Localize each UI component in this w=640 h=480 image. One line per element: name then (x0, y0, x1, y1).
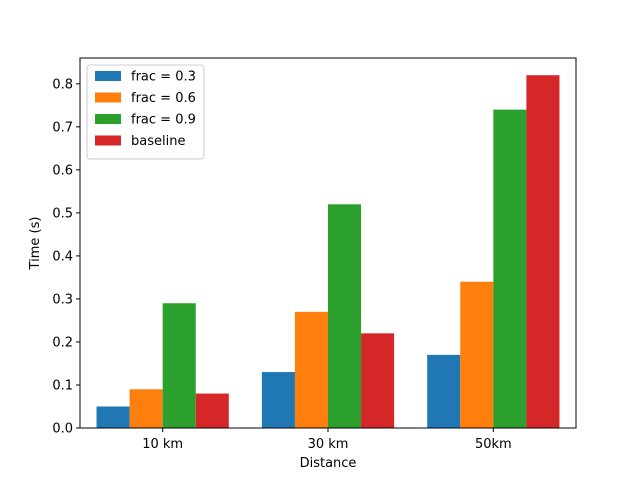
x-tick-label: 50km (475, 437, 512, 452)
bar (195, 393, 229, 428)
bar (328, 204, 362, 428)
y-tick-label: 0.1 (52, 378, 73, 393)
x-tick-label: 30 km (308, 437, 349, 452)
bars-layer (96, 75, 560, 429)
y-tick-label: 0.5 (52, 206, 73, 221)
legend-swatch (95, 71, 121, 81)
legend-label: baseline (131, 134, 185, 149)
legend: frac = 0.3 frac = 0.6 frac = 0.9 baseline (86, 64, 205, 160)
bar (129, 389, 163, 428)
y-tick-label: 0.2 (52, 335, 73, 350)
y-tick-label: 0.7 (52, 120, 73, 135)
x-axis: 10 km 30 km 50km (142, 428, 512, 452)
bar (361, 333, 395, 428)
legend-label: frac = 0.3 (131, 70, 196, 85)
bar (162, 303, 196, 428)
bar (460, 281, 494, 428)
bar (294, 311, 328, 428)
bar (427, 354, 461, 428)
y-axis: 0.0 0.1 0.2 0.3 0.4 0.5 0.6 0.7 0.8 (52, 77, 80, 437)
y-tick-label: 0.6 (52, 163, 73, 178)
bar (96, 406, 130, 428)
y-tick-label: 0.0 (52, 422, 73, 437)
bar (261, 372, 295, 428)
y-axis-label: Time (s) (28, 217, 43, 271)
legend-swatch (95, 114, 121, 124)
x-tick-label: 10 km (142, 437, 183, 452)
legend-swatch (95, 135, 121, 146)
plot-frame (79, 57, 577, 429)
bar (493, 109, 527, 429)
bar (526, 75, 560, 429)
legend-label: frac = 0.9 (131, 113, 196, 128)
y-tick-label: 0.8 (52, 77, 73, 92)
legend-label: frac = 0.6 (131, 91, 196, 106)
legend-swatch (95, 92, 121, 103)
x-axis-label: Distance (300, 456, 357, 471)
y-tick-label: 0.4 (52, 249, 73, 264)
y-tick-label: 0.3 (52, 292, 73, 307)
